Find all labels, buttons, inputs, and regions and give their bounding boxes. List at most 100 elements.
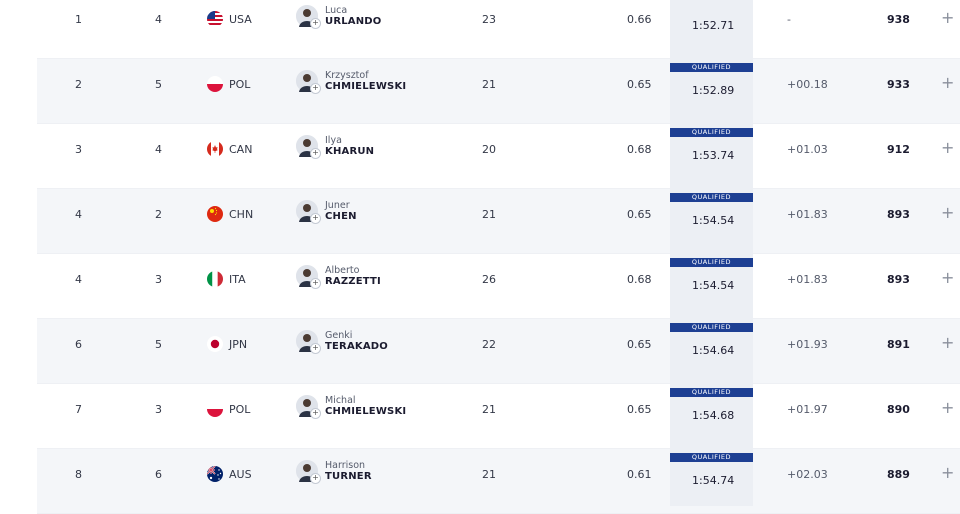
time-behind-cell: +02.03	[787, 468, 828, 481]
add-icon: +	[310, 18, 321, 29]
table-row[interactable]: 4 3 ITA + Alberto RAZZETTI 26 0.68 +01.83 893 +	[37, 254, 960, 319]
table-row[interactable]: 1 4 USA + Luca URLANDO 23 0.66 - 938 +	[37, 0, 960, 59]
time-value: 1:54.54	[692, 214, 735, 227]
points-cell: 890	[887, 403, 910, 416]
chn-flag-icon	[207, 206, 223, 222]
reaction-time-cell: 0.65	[627, 338, 652, 351]
time-behind-cell: -	[787, 13, 791, 26]
time-behind-cell: +01.83	[787, 273, 828, 286]
athlete-last-name: RAZZETTI	[325, 276, 381, 287]
expand-icon[interactable]: +	[941, 8, 955, 27]
athlete-first-name: Michal	[325, 395, 356, 406]
points-cell: 893	[887, 273, 910, 286]
avatar[interactable]: +	[296, 330, 321, 354]
lane-cell: 3	[155, 273, 162, 286]
country-code: CAN	[229, 142, 253, 156]
expand-icon[interactable]: +	[941, 398, 955, 417]
athlete-cell[interactable]: + Michal CHMIELEWSKI	[296, 395, 406, 419]
athlete-name[interactable]: Alberto RAZZETTI	[325, 265, 381, 287]
qualified-badge: QUALIFIED	[670, 63, 753, 72]
country-code: USA	[229, 12, 252, 26]
can-flag-icon	[207, 141, 223, 157]
athlete-last-name: KHARUN	[325, 146, 375, 157]
age-cell: 21	[482, 403, 496, 416]
lane-cell: 5	[155, 338, 162, 351]
pol-flag-icon	[207, 401, 223, 417]
country-cell: JPN	[207, 333, 247, 355]
athlete-cell[interactable]: + Ilya KHARUN	[296, 135, 374, 159]
qualified-badge: QUALIFIED	[670, 193, 753, 202]
athlete-first-name: Genki	[325, 330, 353, 341]
table-row[interactable]: 7 3 POL + Michal CHMIELEWSKI 21 0.65 +01.97 890 +	[37, 384, 960, 449]
athlete-name[interactable]: Luca URLANDO	[325, 5, 382, 27]
avatar[interactable]: +	[296, 70, 321, 94]
rank-cell: 1	[75, 13, 82, 26]
athlete-cell[interactable]: + Juner CHEN	[296, 200, 357, 224]
table-row[interactable]: 8 6 AUS + Harrison TURNER 21 0.61 +02.03 889 +	[37, 449, 960, 514]
qualified-badge: QUALIFIED	[670, 128, 753, 137]
country-cell: POL	[207, 73, 250, 95]
usa-flag-icon	[207, 11, 223, 27]
pol-flag-icon	[207, 76, 223, 92]
jpn-flag-icon	[207, 336, 223, 352]
add-icon: +	[310, 473, 321, 484]
athlete-name[interactable]: Harrison TURNER	[325, 460, 372, 482]
time-value: 1:54.68	[692, 409, 735, 422]
country-code: CHN	[229, 207, 254, 221]
reaction-time-cell: 0.61	[627, 468, 652, 481]
athlete-first-name: Harrison	[325, 460, 366, 471]
country-code: AUS	[229, 467, 252, 481]
avatar[interactable]: +	[296, 200, 321, 224]
expand-icon[interactable]: +	[941, 268, 955, 287]
athlete-last-name: CHEN	[325, 211, 357, 222]
athlete-first-name: Alberto	[325, 265, 360, 276]
expand-icon[interactable]: +	[941, 333, 955, 352]
table-row[interactable]: 6 5 JPN + Genki TERAKADO 22 0.65 +01.93 891 +	[37, 319, 960, 384]
athlete-cell[interactable]: + Alberto RAZZETTI	[296, 265, 381, 289]
lane-cell: 4	[155, 143, 162, 156]
lane-cell: 4	[155, 13, 162, 26]
avatar[interactable]: +	[296, 135, 321, 159]
table-row[interactable]: 3 4 CAN + Ilya KHARUN 20 0.68 +01.03 912 +	[37, 124, 960, 189]
qualified-badge: QUALIFIED	[670, 258, 753, 267]
athlete-name[interactable]: Genki TERAKADO	[325, 330, 388, 352]
reaction-time-cell: 0.65	[627, 208, 652, 221]
avatar[interactable]: +	[296, 5, 321, 29]
reaction-time-cell: 0.65	[627, 403, 652, 416]
expand-icon[interactable]: +	[941, 203, 955, 222]
expand-icon[interactable]: +	[941, 73, 955, 92]
avatar[interactable]: +	[296, 460, 321, 484]
rank-cell: 4	[75, 208, 82, 221]
rank-cell: 2	[75, 78, 82, 91]
expand-icon[interactable]: +	[941, 138, 955, 157]
rank-cell: 4	[75, 273, 82, 286]
athlete-cell[interactable]: + Krzysztof CHMIELEWSKI	[296, 70, 406, 94]
athlete-name[interactable]: Michal CHMIELEWSKI	[325, 395, 406, 417]
athlete-cell[interactable]: + Genki TERAKADO	[296, 330, 388, 354]
athlete-first-name: Ilya	[325, 135, 342, 146]
add-icon: +	[310, 148, 321, 159]
time-behind-cell: +01.83	[787, 208, 828, 221]
athlete-cell[interactable]: + Harrison TURNER	[296, 460, 372, 484]
athlete-name[interactable]: Krzysztof CHMIELEWSKI	[325, 70, 406, 92]
athlete-name[interactable]: Juner CHEN	[325, 200, 357, 222]
time-value: 1:54.54	[692, 279, 735, 292]
expand-icon[interactable]: +	[941, 463, 955, 482]
table-row[interactable]: 2 5 POL + Krzysztof CHMIELEWSKI 21 0.65 +00.18 93…	[37, 59, 960, 124]
add-icon: +	[310, 213, 321, 224]
avatar[interactable]: +	[296, 395, 321, 419]
country-cell: CAN	[207, 138, 252, 160]
athlete-first-name: Juner	[325, 200, 350, 211]
country-cell: AUS	[207, 463, 252, 485]
aus-flag-icon	[207, 466, 223, 482]
country-code: ITA	[229, 272, 246, 286]
country-code: JPN	[229, 337, 248, 351]
reaction-time-cell: 0.68	[627, 273, 652, 286]
time-behind-cell: +01.97	[787, 403, 828, 416]
avatar[interactable]: +	[296, 265, 321, 289]
time-column-highlight	[670, 0, 753, 506]
age-cell: 26	[482, 273, 496, 286]
athlete-cell[interactable]: + Luca URLANDO	[296, 5, 382, 29]
table-row[interactable]: 4 2 CHN + Juner CHEN 21 0.65 +01.83 893 +	[37, 189, 960, 254]
athlete-name[interactable]: Ilya KHARUN	[325, 135, 374, 157]
